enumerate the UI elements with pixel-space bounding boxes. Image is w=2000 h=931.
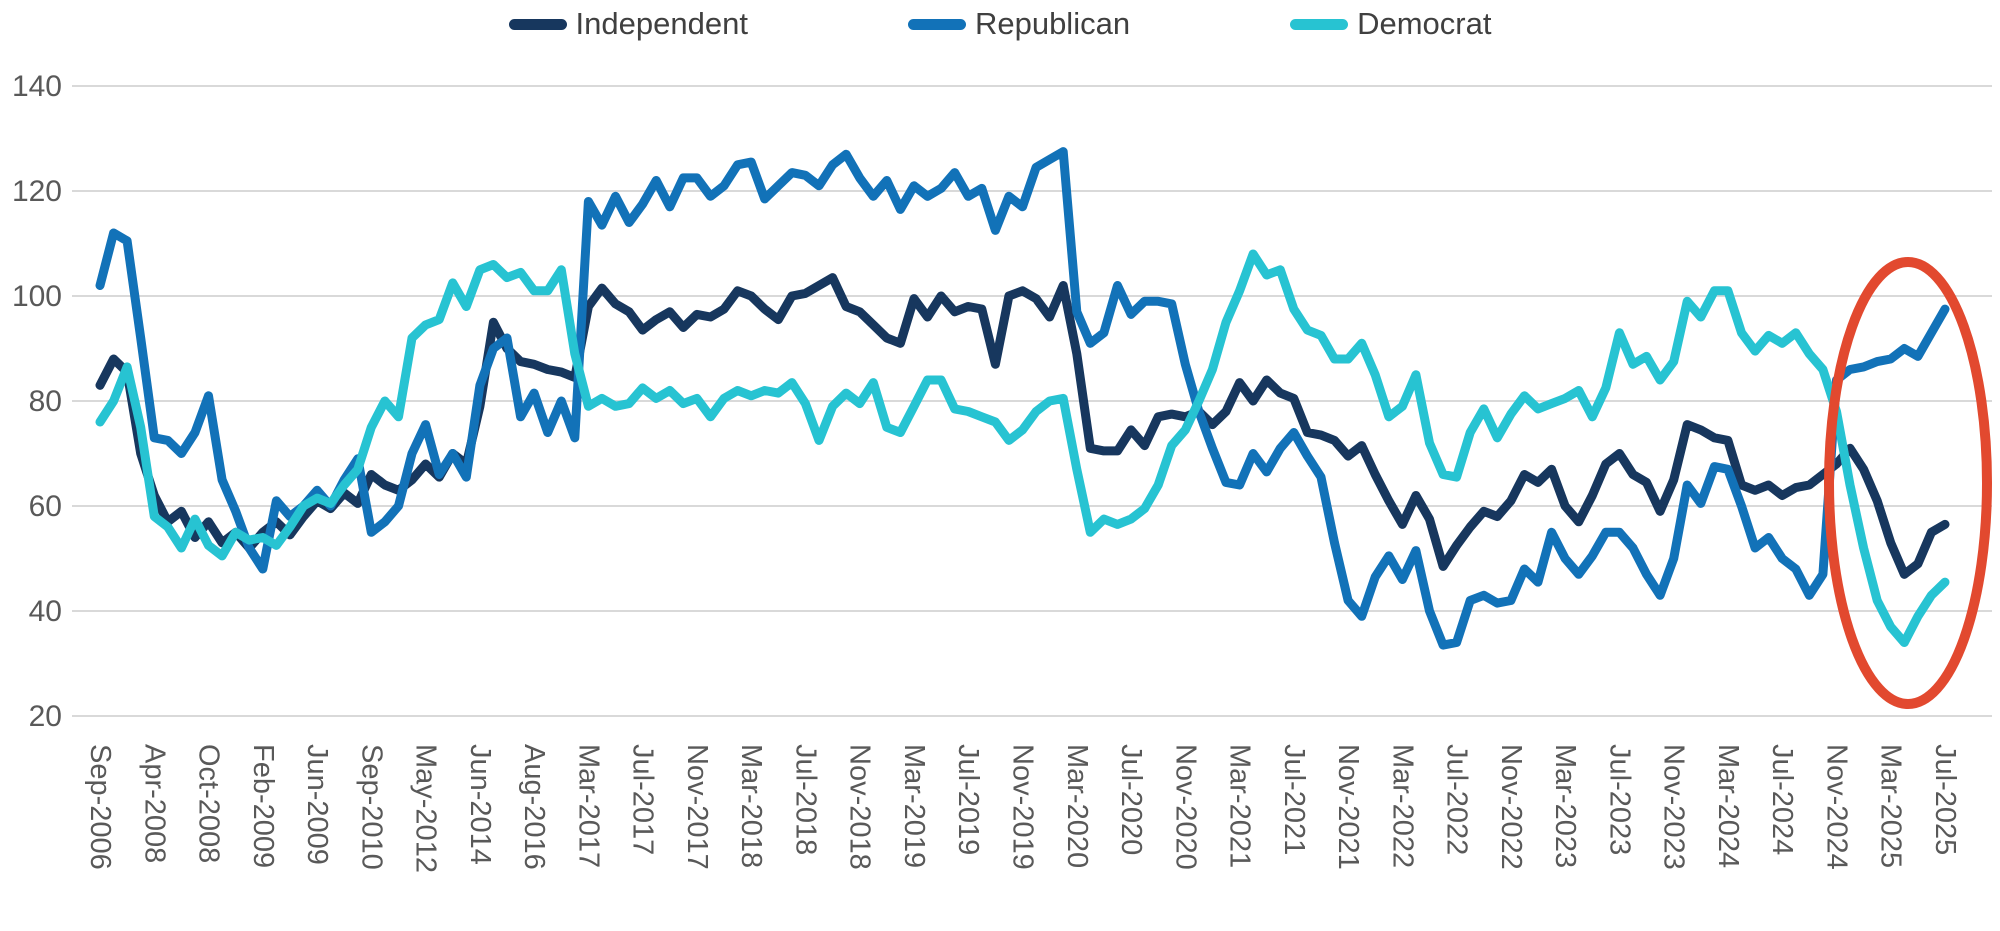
series-line-democrat — [95, 249, 1950, 647]
x-axis-tick-label: Oct-2008 — [193, 744, 225, 863]
x-axis-tick-label: Mar-2019 — [898, 744, 930, 868]
x-axis-tick-label: Nov-2017 — [681, 744, 713, 870]
x-axis-tick-label: May-2012 — [410, 744, 442, 873]
series-line-republican — [95, 147, 1950, 650]
x-axis-tick-label: Nov-2024 — [1820, 744, 1852, 870]
x-axis-tick-label: Sep-2006 — [84, 744, 116, 870]
x-axis-tick-label: Mar-2018 — [735, 744, 767, 868]
x-axis-tick-label: Mar-2021 — [1224, 744, 1256, 868]
x-axis-tick-label: Mar-2017 — [572, 744, 604, 868]
y-axis-tick-label: 40 — [29, 595, 62, 628]
x-axis-tick-label: Mar-2022 — [1386, 744, 1418, 868]
x-axis-tick-label: Nov-2018 — [844, 744, 876, 870]
x-axis-tick-label: Jun-2009 — [301, 744, 333, 865]
x-axis-tick-label: Jul-2021 — [1278, 744, 1310, 855]
x-axis-tick-label: Jul-2023 — [1603, 744, 1635, 855]
x-axis-tick-label: Jul-2019 — [952, 744, 984, 855]
x-axis-tick-label: Mar-2024 — [1712, 744, 1744, 868]
x-axis-tick-label: Jul-2017 — [627, 744, 659, 855]
y-axis-tick-label: 20 — [29, 700, 62, 733]
x-axis-tick-label: Nov-2022 — [1495, 744, 1527, 870]
x-axis-tick-label: Mar-2023 — [1549, 744, 1581, 868]
x-axis-tick-label: Nov-2020 — [1169, 744, 1201, 870]
x-axis-tick-label: Jul-2020 — [1115, 744, 1147, 855]
x-axis-tick-label: Jun-2014 — [464, 744, 496, 865]
x-axis-tick-label: Mar-2025 — [1875, 744, 1907, 868]
x-axis-tick-label: Sep-2010 — [355, 744, 387, 870]
y-axis-tick-label: 120 — [12, 175, 62, 208]
x-axis-tick-label: Nov-2023 — [1658, 744, 1690, 870]
x-axis-tick-label: Nov-2021 — [1332, 744, 1364, 870]
y-axis-tick-label: 60 — [29, 490, 62, 523]
x-axis-tick-label: Aug-2016 — [518, 744, 550, 870]
x-axis-tick-label: Jul-2018 — [789, 744, 821, 855]
x-axis-tick-label: Nov-2019 — [1007, 744, 1039, 870]
x-axis-tick-label: Mar-2020 — [1061, 744, 1093, 868]
x-axis-tick-label: Jul-2024 — [1766, 744, 1798, 855]
x-axis-tick-label: Jul-2025 — [1929, 744, 1961, 855]
x-axis-tick-label: Jul-2022 — [1441, 744, 1473, 855]
x-axis-tick-label: Apr-2008 — [138, 744, 170, 863]
y-axis-tick-label: 100 — [12, 280, 62, 313]
x-axis-tick-label: Feb-2009 — [247, 744, 279, 868]
highlight-ellipse-annotation — [1824, 257, 1992, 709]
y-axis-tick-label: 140 — [12, 70, 62, 103]
y-axis-tick-label: 80 — [29, 385, 62, 418]
